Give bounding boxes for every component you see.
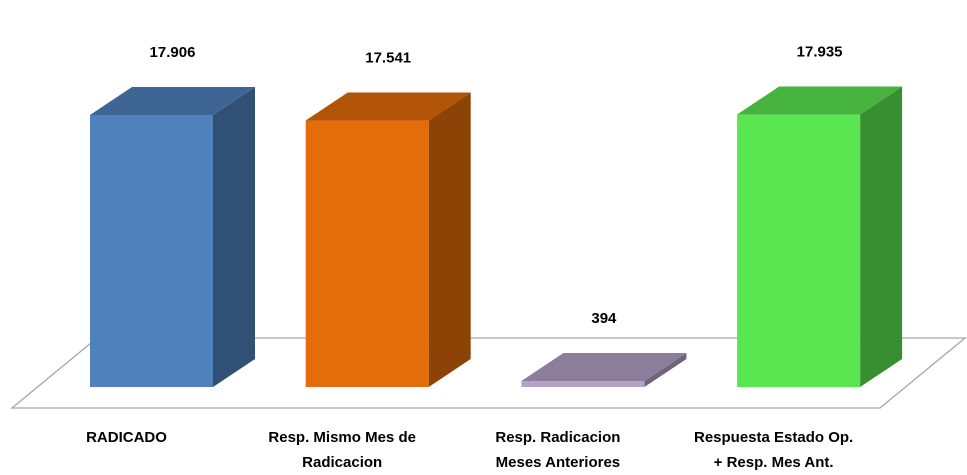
bar-top (737, 86, 903, 115)
bar (737, 114, 861, 387)
bar-side (644, 353, 687, 387)
bar (305, 120, 429, 388)
bar-top (305, 92, 471, 121)
value-label: 394 (591, 310, 617, 327)
value-label: 17.906 (150, 44, 196, 61)
bar-side (860, 86, 903, 387)
x-tick-label: Respuesta Estado Op. + Resp. Mes Ant. (693, 429, 854, 471)
bar-side (213, 87, 255, 387)
bar-top (521, 353, 687, 382)
x-tick-label: RADICADO (86, 429, 167, 446)
bar (521, 381, 645, 387)
x-tick-label: Resp. Radicacion Meses Anteriores (495, 429, 621, 471)
bar-top (90, 87, 255, 115)
bar (90, 115, 213, 387)
floor (10, 337, 967, 409)
value-label: 17.935 (797, 44, 843, 61)
bar-side (428, 92, 471, 388)
value-label: 17.541 (365, 50, 411, 67)
x-tick-label: Resp. Mismo Mes de Radicacion (268, 429, 416, 471)
